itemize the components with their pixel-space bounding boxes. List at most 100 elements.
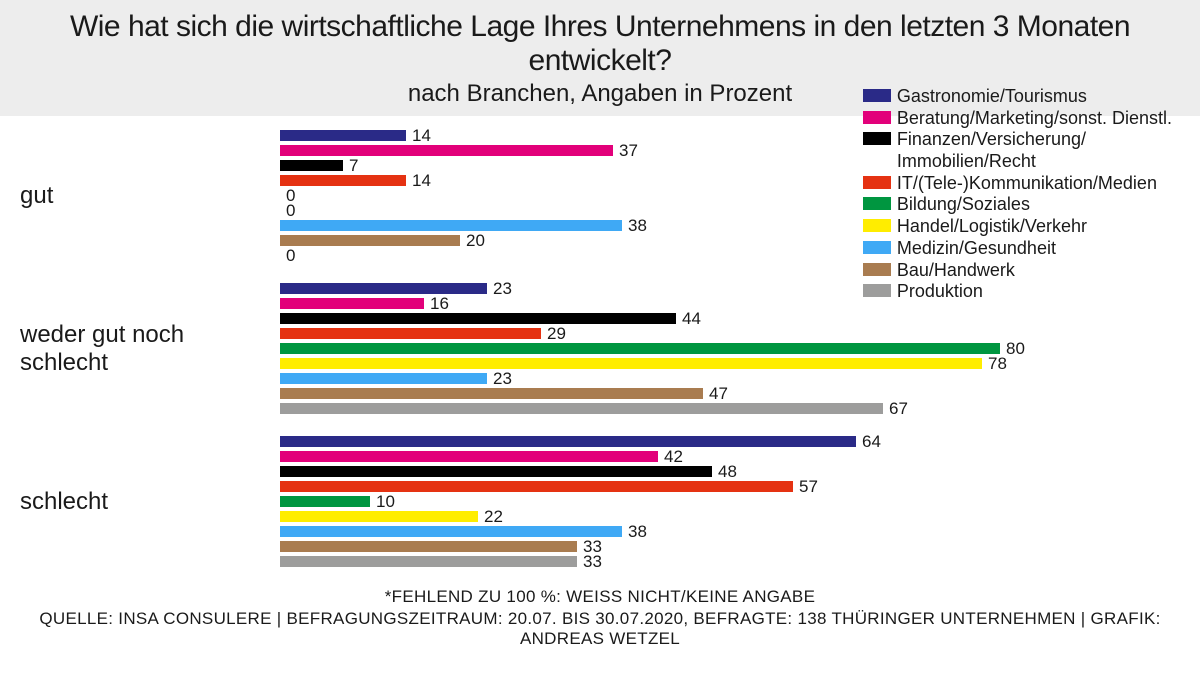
bar bbox=[280, 526, 622, 537]
bar-value-label: 78 bbox=[988, 355, 1007, 372]
bars-container: 644248571022383333 bbox=[280, 434, 1040, 569]
legend-item: Gastronomie/Tourismus bbox=[863, 86, 1172, 107]
bar-row: 80 bbox=[280, 341, 1040, 356]
legend-item: Finanzen/Versicherung/ bbox=[863, 129, 1172, 150]
bar-value-label: 0 bbox=[286, 247, 295, 264]
bar-row: 22 bbox=[280, 509, 1040, 524]
legend-item: Beratung/Marketing/sonst. Dienstl. bbox=[863, 108, 1172, 129]
legend-label: Beratung/Marketing/sonst. Dienstl. bbox=[897, 108, 1172, 129]
bar bbox=[280, 283, 487, 294]
legend-swatch bbox=[863, 132, 891, 145]
bar-value-label: 42 bbox=[664, 448, 683, 465]
bar-row: 23 bbox=[280, 371, 1040, 386]
legend-item: IT/(Tele-)Kommunikation/Medien bbox=[863, 173, 1172, 194]
legend-item: Handel/Logistik/Verkehr bbox=[863, 216, 1172, 237]
bar-value-label: 47 bbox=[709, 385, 728, 402]
bar-row: 44 bbox=[280, 311, 1040, 326]
legend-item: Bildung/Soziales bbox=[863, 194, 1172, 215]
legend-label: Medizin/Gesundheit bbox=[897, 238, 1056, 259]
bar bbox=[280, 130, 406, 141]
bar-value-label: 33 bbox=[583, 553, 602, 570]
bar bbox=[280, 313, 676, 324]
bar-group: schlecht644248571022383333 bbox=[20, 434, 1180, 569]
chart-title: Wie hat sich die wirtschaftliche Lage Ih… bbox=[20, 10, 1180, 78]
legend-swatch bbox=[863, 284, 891, 297]
group-label: schlecht bbox=[20, 488, 280, 516]
bar-row: 42 bbox=[280, 449, 1040, 464]
chart-area: Gastronomie/TourismusBeratung/Marketing/… bbox=[0, 116, 1200, 569]
bar-row: 48 bbox=[280, 464, 1040, 479]
legend-swatch bbox=[863, 263, 891, 276]
bar-row: 47 bbox=[280, 386, 1040, 401]
bar-value-label: 23 bbox=[493, 280, 512, 297]
bar bbox=[280, 373, 487, 384]
bar bbox=[280, 541, 577, 552]
bar-value-label: 14 bbox=[412, 127, 431, 144]
bar-value-label: 29 bbox=[547, 325, 566, 342]
bar-value-label: 38 bbox=[628, 217, 647, 234]
legend-item: Medizin/Gesundheit bbox=[863, 238, 1172, 259]
legend-swatch bbox=[863, 176, 891, 189]
legend-label: Finanzen/Versicherung/ bbox=[897, 129, 1086, 150]
group-label: weder gut noch schlecht bbox=[20, 321, 280, 377]
legend: Gastronomie/TourismusBeratung/Marketing/… bbox=[863, 86, 1172, 303]
bar-row: 10 bbox=[280, 494, 1040, 509]
bar-value-label: 48 bbox=[718, 463, 737, 480]
legend-label: Gastronomie/Tourismus bbox=[897, 86, 1087, 107]
bar bbox=[280, 403, 883, 414]
bar-row: 33 bbox=[280, 539, 1040, 554]
bar-value-label: 64 bbox=[862, 433, 881, 450]
bar bbox=[280, 175, 406, 186]
bar-value-label: 0 bbox=[286, 202, 295, 219]
bar bbox=[280, 451, 658, 462]
bar-value-label: 14 bbox=[412, 172, 431, 189]
bar-value-label: 57 bbox=[799, 478, 818, 495]
legend-label: Produktion bbox=[897, 281, 983, 302]
bar bbox=[280, 466, 712, 477]
legend-label: Handel/Logistik/Verkehr bbox=[897, 216, 1087, 237]
bar-value-label: 23 bbox=[493, 370, 512, 387]
legend-swatch bbox=[863, 219, 891, 232]
bar bbox=[280, 343, 1000, 354]
bar-value-label: 20 bbox=[466, 232, 485, 249]
bar bbox=[280, 358, 982, 369]
bar-value-label: 22 bbox=[484, 508, 503, 525]
bar bbox=[280, 496, 370, 507]
bar-row: 78 bbox=[280, 356, 1040, 371]
bar-row: 64 bbox=[280, 434, 1040, 449]
bar bbox=[280, 235, 460, 246]
bar bbox=[280, 160, 343, 171]
bar bbox=[280, 145, 613, 156]
bar-value-label: 7 bbox=[349, 157, 358, 174]
bar bbox=[280, 298, 424, 309]
legend-item: Produktion bbox=[863, 281, 1172, 302]
bar-row: 33 bbox=[280, 554, 1040, 569]
source-line: QUELLE: INSA CONSULERE | BEFRAGUNGSZEITR… bbox=[0, 609, 1200, 649]
bar bbox=[280, 328, 541, 339]
bar-row: 29 bbox=[280, 326, 1040, 341]
legend-label: Immobilien/Recht bbox=[897, 151, 1036, 172]
bar-value-label: 38 bbox=[628, 523, 647, 540]
bar-row: 67 bbox=[280, 401, 1040, 416]
legend-label: IT/(Tele-)Kommunikation/Medien bbox=[897, 173, 1157, 194]
legend-swatch bbox=[863, 111, 891, 124]
bar bbox=[280, 556, 577, 567]
legend-label: Bildung/Soziales bbox=[897, 194, 1030, 215]
legend-label: Bau/Handwerk bbox=[897, 260, 1015, 281]
legend-swatch bbox=[863, 241, 891, 254]
bar-value-label: 37 bbox=[619, 142, 638, 159]
footnote: *FEHLEND ZU 100 %: WEISS NICHT/KEINE ANG… bbox=[0, 587, 1200, 607]
legend-swatch bbox=[863, 154, 891, 167]
bar bbox=[280, 220, 622, 231]
bar bbox=[280, 511, 478, 522]
legend-item: Immobilien/Recht bbox=[863, 151, 1172, 172]
bar-row: 38 bbox=[280, 524, 1040, 539]
bar-value-label: 67 bbox=[889, 400, 908, 417]
legend-item: Bau/Handwerk bbox=[863, 260, 1172, 281]
group-label: gut bbox=[20, 182, 280, 210]
legend-swatch bbox=[863, 89, 891, 102]
bar-value-label: 80 bbox=[1006, 340, 1025, 357]
bar-value-label: 16 bbox=[430, 295, 449, 312]
legend-swatch bbox=[863, 197, 891, 210]
bar bbox=[280, 388, 703, 399]
